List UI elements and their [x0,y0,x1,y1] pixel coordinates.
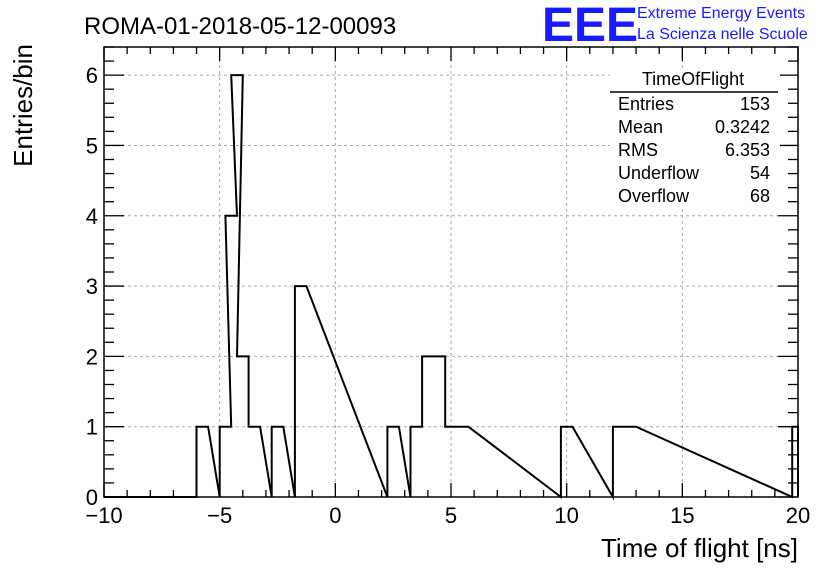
eee-logo-line1: Extreme Energy Events [637,5,805,22]
histogram-bin [434,356,446,497]
histogram-bin [411,427,423,497]
x-tick-label: 15 [670,503,694,528]
x-tick-label: 5 [445,503,457,528]
stats-row-value: 54 [750,163,770,183]
histogram-bin [457,427,469,497]
x-tick-label: −10 [85,503,122,528]
stats-box-title: TimeOfFlight [642,69,744,89]
y-tick-label: 1 [86,415,98,440]
eee-logo-mark: EEE [542,0,638,52]
stats-box-rows: Entries 153 Mean 0.3242 RMS 6.353 Underflow 54 O… [618,94,770,206]
stats-box-frame [610,70,780,208]
y-tick-labels: 0 1 2 3 4 5 6 [86,63,98,510]
histogram-bin [387,427,399,497]
x-tick-label: −5 [207,503,232,528]
histogram-bin [272,427,284,497]
x-tick-label: 0 [329,503,341,528]
histogram-bin [197,427,209,497]
stats-row-value: 153 [740,94,770,114]
eee-logo: EEE Extreme Energy Events La Scienza nel… [542,0,808,52]
histogram-bin [625,427,637,497]
histogram-series [104,74,799,501]
y-tick-label: 6 [86,63,98,88]
histogram-bin [295,286,307,497]
stats-row-label: Entries [618,94,674,114]
x-tick-labels: −10 −5 0 5 10 15 20 [85,503,810,528]
axis-ticks [103,46,799,498]
stats-row-value: 0.3242 [715,117,770,137]
y-tick-label: 4 [86,204,98,229]
histogram-bin [613,427,625,497]
stats-row-label: Mean [618,117,663,137]
histogram-bin [422,356,434,497]
stats-row-value: 68 [750,186,770,206]
y-tick-label: 3 [86,274,98,299]
eee-logo-line2: La Scienza nelle Scuole [637,26,808,43]
y-tick-label: 2 [86,344,98,369]
y-tick-label: 5 [86,133,98,158]
stats-row-label: Overflow [618,186,690,206]
y-tick-label: 0 [86,485,98,510]
histogram-bin [249,427,261,497]
stats-box: TimeOfFlight Entries 153 Mean 0.3242 RMS 6.35… [610,69,780,208]
stats-row-label: RMS [618,140,658,160]
y-axis-label: Entries/bin [8,44,38,167]
x-tick-label: 10 [554,503,578,528]
stats-row-label: Underflow [618,163,700,183]
chart-title: ROMA-01-2018-05-12-00093 [84,13,396,40]
x-tick-label: 20 [786,503,810,528]
histogram-bin [237,356,249,497]
stats-row-value: 6.353 [725,140,770,160]
histogram-line [104,74,799,501]
x-axis-label: Time of flight [ns] [601,533,798,563]
